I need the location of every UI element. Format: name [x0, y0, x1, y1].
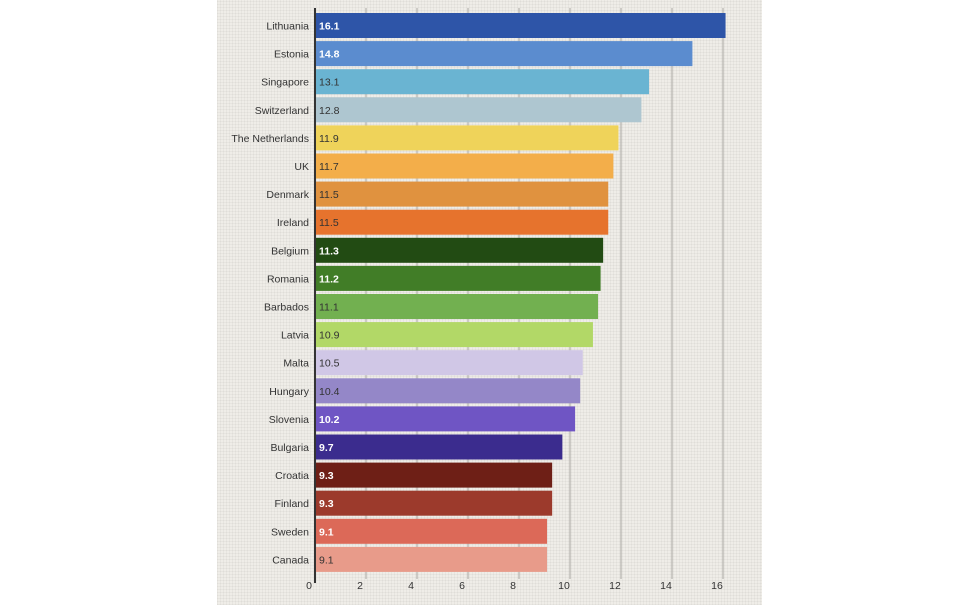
value-label: 13.1 [319, 77, 340, 89]
x-tick-label: 10 [558, 580, 570, 592]
value-label: 14.8 [319, 49, 340, 61]
category-label: Slovenia [269, 414, 309, 426]
x-tick-label: 14 [660, 580, 672, 592]
value-label: 11.1 [319, 302, 339, 314]
bar-estonia [315, 41, 693, 67]
value-label: 16.1 [319, 21, 340, 33]
bar-croatia [315, 462, 553, 488]
value-label: 9.3 [319, 498, 334, 510]
category-label: Switzerland [255, 105, 309, 117]
bar-bulgaria [315, 434, 563, 460]
category-label: UK [294, 161, 309, 173]
bar-ireland [315, 209, 609, 235]
bar-slovenia [315, 406, 576, 432]
bar-latvia [315, 322, 593, 348]
category-label: Malta [283, 358, 309, 370]
category-label: Sweden [271, 526, 309, 538]
value-label: 9.1 [319, 554, 334, 566]
bar-chart: Lithuania 16.1 Estonia 14.8 Singapore 13.1 Swi… [231, 8, 726, 592]
value-label: 10.9 [319, 330, 340, 342]
category-label: Finland [275, 498, 310, 510]
category-label: Belgium [271, 245, 309, 257]
bar-belgium [315, 237, 604, 263]
x-tick-label: 8 [510, 580, 516, 592]
category-label: Lithuania [266, 21, 309, 33]
x-tick-label: 2 [357, 580, 363, 592]
value-label: 10.2 [319, 414, 340, 426]
bar-canada [315, 546, 548, 572]
category-label: The Netherlands [231, 133, 309, 145]
bar-malta [315, 350, 583, 376]
category-label: Romania [267, 273, 309, 285]
bar-lithuania [315, 13, 726, 38]
value-label: 10.5 [319, 358, 340, 370]
value-label: 12.8 [319, 105, 340, 117]
chart-panel: Lithuania 16.1 Estonia 14.8 Singapore 13.1 Swi… [217, 0, 762, 605]
bar-finland [315, 490, 553, 516]
x-tick-label: 12 [609, 580, 621, 592]
x-tick-label: 16 [711, 580, 723, 592]
axes: 0 2 4 6 8 10 12 14 16 [306, 8, 723, 592]
bar-denmark [315, 181, 609, 207]
bar-romania [315, 265, 601, 291]
value-label: 11.7 [319, 161, 339, 173]
value-label: 11.2 [319, 273, 339, 285]
value-label: 9.3 [319, 470, 334, 482]
bar-sweden [315, 518, 548, 544]
category-label: Barbados [264, 302, 309, 314]
category-label: Bulgaria [270, 442, 309, 454]
category-label: Denmark [266, 189, 309, 201]
value-label: 9.1 [319, 526, 334, 538]
category-label: Hungary [269, 386, 309, 398]
category-label: Canada [272, 554, 309, 566]
x-tick-label: 0 [306, 580, 312, 592]
value-label: 11.9 [319, 133, 339, 145]
bar-switzerland [315, 97, 642, 123]
category-label: Singapore [261, 77, 309, 89]
category-label: Croatia [275, 470, 309, 482]
category-label: Latvia [281, 330, 309, 342]
value-label: 11.5 [319, 217, 339, 229]
bar-barbados [315, 294, 599, 319]
value-label: 9.7 [319, 442, 334, 454]
value-label: 10.4 [319, 386, 340, 398]
bar-the-netherlands [315, 125, 619, 151]
bar-uk [315, 153, 614, 179]
category-label: Ireland [277, 217, 309, 229]
value-label: 11.3 [319, 245, 339, 257]
category-label: Estonia [274, 49, 309, 61]
x-tick-label: 4 [408, 580, 414, 592]
bar-singapore [315, 69, 650, 95]
value-label: 11.5 [319, 189, 339, 201]
bar-hungary [315, 378, 581, 404]
bars: Lithuania 16.1 Estonia 14.8 Singapore 13.1 Swi… [231, 13, 726, 572]
x-tick-label: 6 [459, 580, 465, 592]
